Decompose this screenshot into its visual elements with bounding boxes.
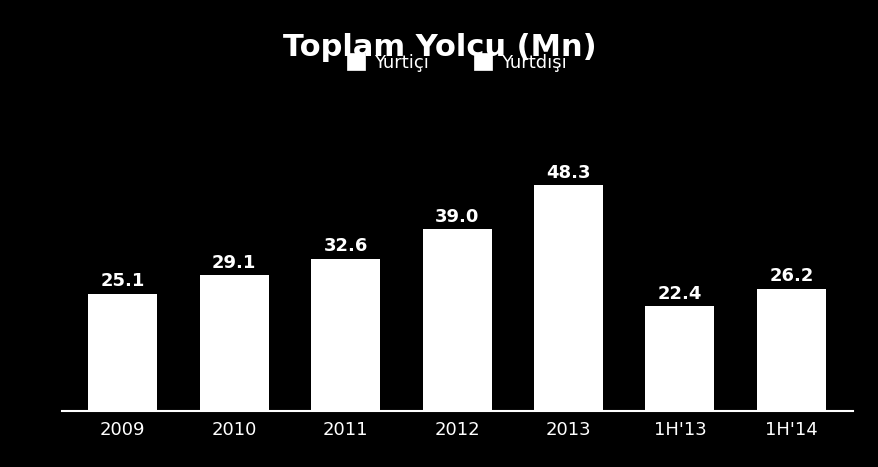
Legend: Yurtiçi, Yurtdışı: Yurtiçi, Yurtdışı (340, 46, 573, 79)
Bar (644, 306, 714, 411)
Bar (533, 185, 602, 411)
Text: 29.1: 29.1 (212, 254, 256, 272)
Text: 22.4: 22.4 (657, 285, 702, 303)
Bar (756, 289, 825, 411)
Text: 32.6: 32.6 (323, 237, 367, 255)
Text: 25.1: 25.1 (100, 272, 145, 290)
Text: 48.3: 48.3 (545, 164, 590, 182)
Bar (311, 259, 380, 411)
Bar (422, 229, 491, 411)
Text: 26.2: 26.2 (768, 267, 813, 285)
Text: 39.0: 39.0 (435, 207, 479, 226)
Text: Toplam Yolcu (Mn): Toplam Yolcu (Mn) (283, 33, 595, 62)
Bar (199, 275, 269, 411)
Bar (88, 294, 157, 411)
